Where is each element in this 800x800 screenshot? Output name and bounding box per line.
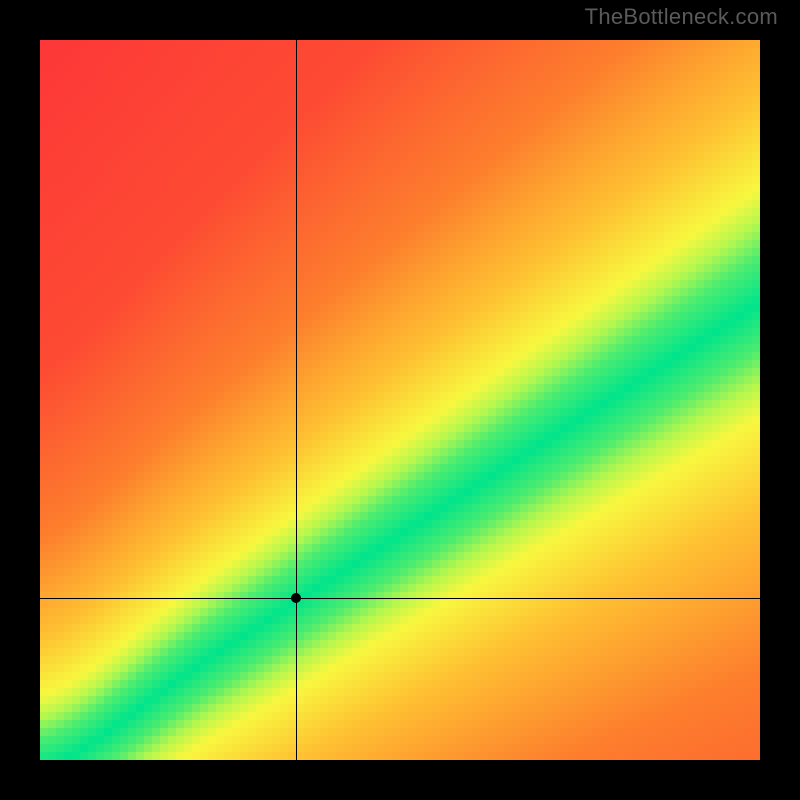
heatmap-canvas xyxy=(40,40,760,760)
crosshair-vertical xyxy=(296,40,297,760)
watermark-text: TheBottleneck.com xyxy=(585,4,778,30)
marker-dot xyxy=(291,593,301,603)
bottleneck-heatmap xyxy=(40,40,760,760)
crosshair-horizontal xyxy=(40,598,760,599)
